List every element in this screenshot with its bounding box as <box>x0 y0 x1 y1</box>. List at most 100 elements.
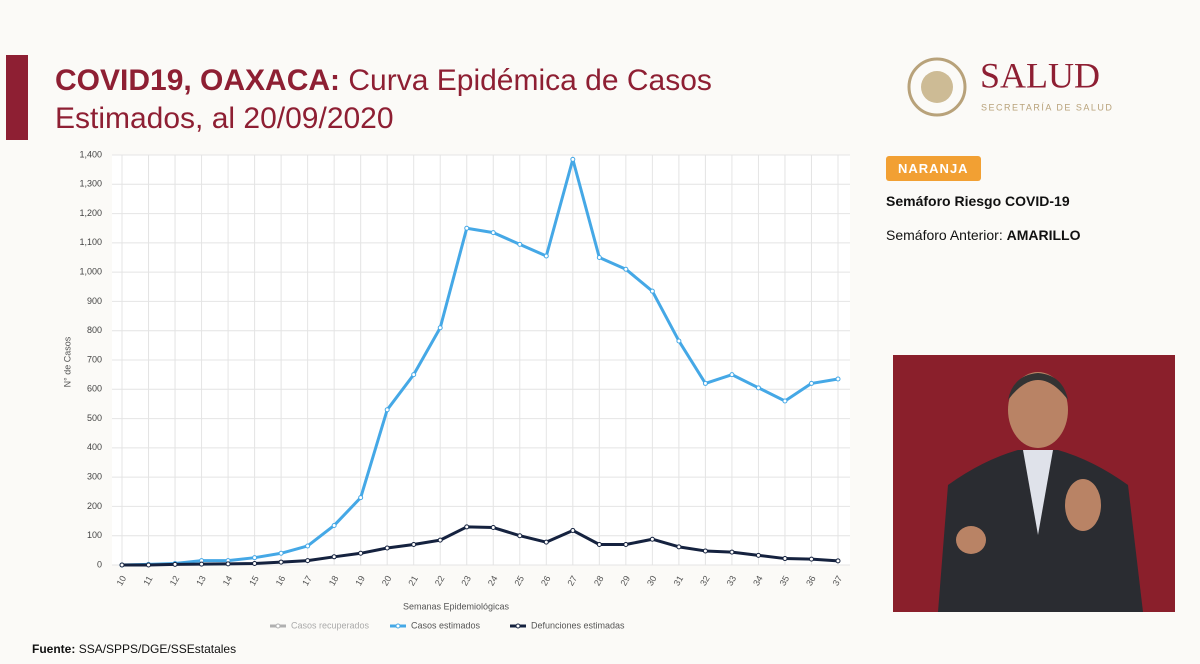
data-point <box>623 542 629 547</box>
data-point <box>729 549 735 555</box>
data-point <box>490 525 496 531</box>
data-point <box>437 325 443 331</box>
data-point <box>119 562 125 568</box>
x-tick-label: 35 <box>778 574 792 588</box>
data-point <box>808 380 814 386</box>
data-point <box>570 527 576 533</box>
y-tick-label: 300 <box>87 472 102 482</box>
data-point <box>623 266 629 272</box>
x-tick-label: 23 <box>459 574 473 588</box>
title-bold: COVID19, OAXACA: <box>55 64 341 97</box>
data-point <box>596 542 602 547</box>
previous-value: AMARILLO <box>1006 227 1081 243</box>
x-tick-label: 14 <box>221 574 235 588</box>
y-tick-label: 100 <box>87 530 102 540</box>
data-point <box>146 562 152 568</box>
series-line <box>121 157 839 567</box>
data-point <box>252 561 258 567</box>
legend-label: Casos recuperados <box>291 620 370 630</box>
series-line <box>122 525 839 567</box>
title-text: Curva Epidémica de Casos Estimados, al 2… <box>55 64 712 135</box>
x-tick-label: 17 <box>300 574 314 588</box>
x-tick-label: 15 <box>247 574 261 588</box>
semaforo-panel: NARANJA Semáforo Riesgo COVID-19 Semáfor… <box>886 156 1081 243</box>
legend-marker <box>275 623 281 629</box>
legend-label: Casos estimados <box>411 620 481 630</box>
logo-subtitle: SECRETARÍA DE SALUD <box>981 102 1113 112</box>
data-point <box>358 550 364 556</box>
data-point <box>517 241 523 247</box>
x-tick-label: 24 <box>486 574 500 588</box>
data-point <box>676 544 682 550</box>
data-point <box>649 536 655 542</box>
data-point <box>384 545 390 551</box>
data-point <box>729 372 735 378</box>
data-point <box>702 548 708 554</box>
legend-marker <box>515 623 521 629</box>
data-point <box>278 550 284 556</box>
data-point <box>702 380 708 386</box>
data-point <box>517 533 523 539</box>
data-point <box>755 552 761 558</box>
x-tick-label: 11 <box>141 574 154 587</box>
y-tick-label: 1,400 <box>79 149 102 159</box>
data-point <box>278 559 284 565</box>
x-tick-label: 33 <box>725 574 739 588</box>
data-point <box>411 542 417 547</box>
x-tick-label: 21 <box>406 574 420 588</box>
person-head <box>1008 372 1068 448</box>
data-point <box>437 537 443 543</box>
x-axis-label: Semanas Epidemiológicas <box>403 601 510 611</box>
data-point <box>676 338 682 344</box>
data-point <box>782 556 788 562</box>
x-tick-label: 36 <box>804 574 818 588</box>
x-tick-label: 37 <box>831 574 845 588</box>
x-tick-label: 30 <box>645 574 659 588</box>
person-hair <box>1008 373 1068 400</box>
legend-marker <box>395 623 401 629</box>
x-tick-label: 25 <box>512 574 526 588</box>
y-tick-label: 1,200 <box>79 208 102 218</box>
logo-seal-center <box>921 71 953 103</box>
data-point <box>225 561 231 567</box>
slide-title: COVID19, OAXACA: Curva Epidémica de Caso… <box>55 62 845 138</box>
y-tick-label: 700 <box>87 354 102 364</box>
y-tick-label: 500 <box>87 413 102 423</box>
data-point <box>305 558 311 564</box>
logo-seal <box>907 57 967 117</box>
x-tick-label: 34 <box>751 574 765 588</box>
chart: N° de Casos Semanas Epidemiológicas 10 11… <box>62 149 850 630</box>
data-point <box>331 554 337 560</box>
person-shirt <box>1023 450 1053 535</box>
x-tick-label: 22 <box>433 574 447 588</box>
x-tick-label: 13 <box>194 574 208 588</box>
data-point <box>199 561 205 567</box>
person-hand <box>1065 479 1101 531</box>
x-tick-label: 29 <box>618 574 632 588</box>
data-point <box>331 522 337 528</box>
footer-source: SSA/SPPS/DGE/SSEstatales <box>78 642 237 656</box>
data-point <box>755 385 761 391</box>
data-point <box>570 156 576 162</box>
data-point <box>490 230 496 236</box>
y-tick-label: 0 <box>97 559 102 569</box>
x-tick-label: 27 <box>565 574 579 588</box>
video-feed <box>893 355 1175 612</box>
accent-bar <box>6 55 28 140</box>
logo: SALUD SECRETARÍA DE SALUD <box>907 55 1113 117</box>
x-tick-label: 28 <box>592 574 606 588</box>
footer-label: Fuente: <box>32 642 76 656</box>
data-point <box>464 225 470 231</box>
data-point <box>464 524 470 530</box>
y-tick-label: 1,000 <box>79 267 102 277</box>
x-tick-label: 31 <box>672 574 686 588</box>
data-point <box>808 556 814 562</box>
y-tick-label: 1,100 <box>79 237 102 247</box>
legend-label: Defunciones estimadas <box>531 620 625 630</box>
data-point <box>835 376 841 382</box>
data-point <box>358 495 364 501</box>
y-tick-label: 900 <box>87 296 102 306</box>
y-tick-label: 1,300 <box>79 179 102 189</box>
x-tick-label: 18 <box>327 574 341 588</box>
